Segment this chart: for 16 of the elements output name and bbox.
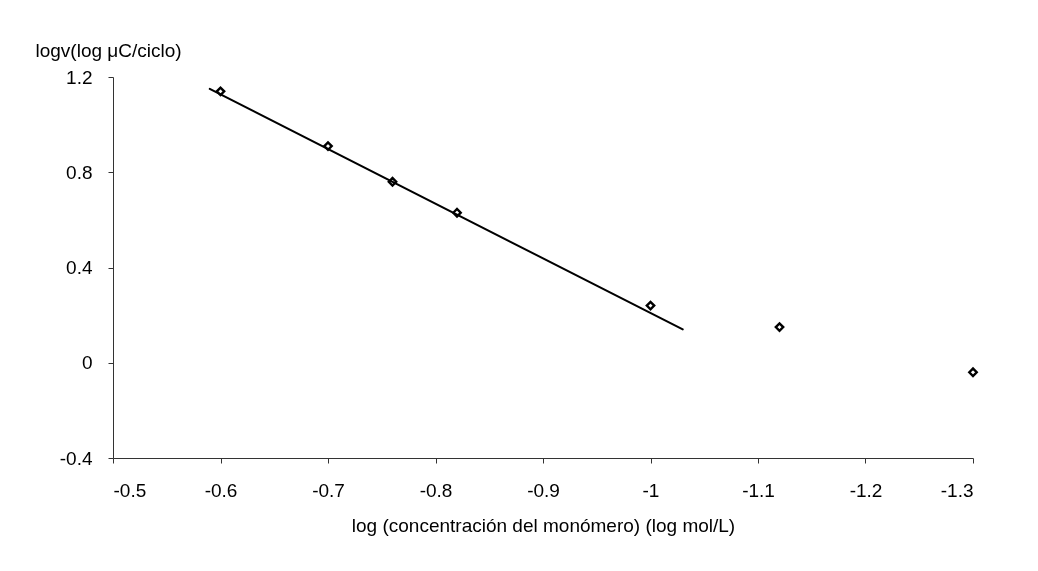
x-tick-label: -1.1: [742, 479, 775, 501]
x-tick-label: -0.5: [113, 479, 147, 501]
y-tick-label: -0.4: [59, 447, 93, 469]
x-tick-label: -0.9: [527, 479, 560, 501]
x-tick-label: -0.6: [204, 479, 238, 501]
y-tick-label: 0.8: [66, 161, 93, 183]
y-tick-label: 0.4: [66, 257, 93, 278]
x-tick-label: -1: [642, 479, 660, 501]
x-tick-label: -1.3: [940, 479, 974, 501]
y-axis-title: logv(log μC/ciclo): [35, 39, 182, 61]
y-tick-label: 0: [81, 352, 93, 374]
y-tick-label: 1.2: [66, 66, 93, 88]
x-tick-label: -0.7: [312, 479, 345, 501]
x-tick-label: -0.8: [419, 479, 453, 501]
x-axis-title: log (concentración del monómero) (log mol/L): [351, 514, 736, 536]
x-tick-label: -1.2: [849, 479, 883, 501]
